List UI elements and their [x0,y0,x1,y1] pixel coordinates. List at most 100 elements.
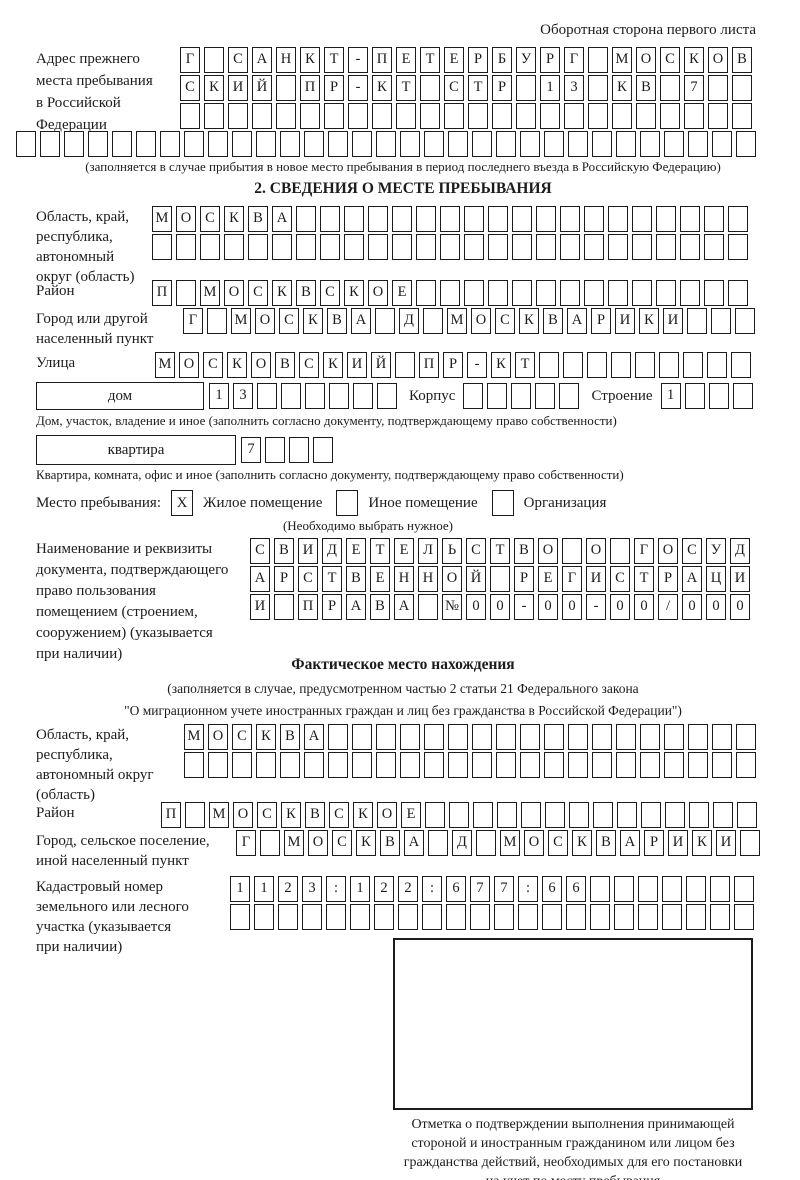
char-cell[interactable] [680,234,700,260]
char-cell[interactable]: Д [399,308,419,334]
char-cell[interactable] [400,131,420,157]
char-cell[interactable]: П [152,280,172,306]
char-cell[interactable]: Т [634,566,654,592]
char-cell[interactable]: В [296,280,316,306]
char-cell[interactable] [710,876,730,902]
char-cell[interactable]: И [250,594,270,620]
char-cell[interactable]: 0 [730,594,750,620]
char-cell[interactable]: С [232,724,252,750]
char-cell[interactable]: Р [514,566,534,592]
char-cell[interactable] [588,103,608,129]
char-cell[interactable] [559,383,580,409]
char-cell[interactable] [708,383,729,409]
char-cell[interactable] [687,308,707,334]
char-cell[interactable]: Т [420,47,440,73]
char-cell[interactable] [584,280,604,306]
char-cell[interactable] [185,802,205,828]
char-cell[interactable]: О [658,538,678,564]
char-cell[interactable] [562,538,582,564]
char-cell[interactable] [424,724,444,750]
char-cell[interactable]: О [524,830,544,856]
char-cell[interactable]: Й [371,352,391,378]
char-cell[interactable] [257,383,277,409]
char-cell[interactable] [395,352,415,378]
char-cell[interactable]: А [252,47,272,73]
char-cell[interactable] [638,904,658,930]
char-cell[interactable]: Г [564,47,584,73]
char-cell[interactable] [180,103,200,129]
char-cell[interactable]: 1 [540,75,560,101]
char-cell[interactable] [590,876,610,902]
char-cell[interactable]: Л [418,538,438,564]
char-cell[interactable]: С [180,75,200,101]
char-cell[interactable]: И [347,352,367,378]
char-cell[interactable] [732,103,752,129]
char-cell[interactable] [368,234,388,260]
char-cell[interactable] [544,752,564,778]
char-cell[interactable] [740,830,760,856]
char-cell[interactable] [660,103,680,129]
char-cell[interactable]: С [320,280,340,306]
char-cell[interactable] [490,566,510,592]
char-cell[interactable] [440,234,460,260]
char-cell[interactable]: Г [236,830,256,856]
char-cell[interactable] [520,131,540,157]
char-cell[interactable] [254,904,274,930]
char-cell[interactable]: Р [658,566,678,592]
char-cell[interactable]: О [208,724,228,750]
char-cell[interactable]: Е [346,538,366,564]
char-cell[interactable] [584,234,604,260]
char-cell[interactable] [659,352,679,378]
char-cell[interactable]: М [231,308,251,334]
char-cell[interactable] [252,103,272,129]
char-cell[interactable] [590,904,610,930]
char-cell[interactable]: К [612,75,632,101]
char-cell[interactable]: В [514,538,534,564]
char-cell[interactable] [276,103,296,129]
char-cell[interactable]: Г [183,308,203,334]
char-cell[interactable] [492,103,512,129]
char-cell[interactable] [472,752,492,778]
char-cell[interactable] [684,383,705,409]
char-cell[interactable] [662,876,682,902]
char-cell[interactable]: В [280,724,300,750]
char-cell[interactable] [712,131,732,157]
char-cell[interactable]: С [548,830,568,856]
char-cell[interactable]: М [209,802,229,828]
char-cell[interactable]: - [586,594,606,620]
char-cell[interactable] [641,802,661,828]
char-cell[interactable]: А [351,308,371,334]
char-cell[interactable] [592,724,612,750]
char-cell[interactable] [324,103,344,129]
char-cell[interactable]: 0 [538,594,558,620]
char-cell[interactable] [448,724,468,750]
char-cell[interactable] [344,234,364,260]
char-cell[interactable] [232,131,252,157]
char-cell[interactable]: О [377,802,397,828]
char-cell[interactable]: С [444,75,464,101]
char-cell[interactable] [640,131,660,157]
char-cell[interactable]: 6 [566,876,586,902]
char-cell[interactable] [280,131,300,157]
char-cell[interactable] [350,904,370,930]
char-cell[interactable]: С [257,802,277,828]
char-cell[interactable]: К [256,724,276,750]
char-cell[interactable]: 1 [209,383,229,409]
char-cell[interactable] [280,752,300,778]
char-cell[interactable]: Т [396,75,416,101]
char-cell[interactable] [375,308,395,334]
char-cell[interactable] [326,904,346,930]
char-cell[interactable] [476,830,496,856]
char-cell[interactable] [592,131,612,157]
char-cell[interactable] [296,234,316,260]
char-cell[interactable]: Р [468,47,488,73]
char-cell[interactable]: - [467,352,487,378]
char-cell[interactable]: / [658,594,678,620]
char-cell[interactable]: В [305,802,325,828]
char-cell[interactable]: К [572,830,592,856]
char-cell[interactable] [160,131,180,157]
char-cell[interactable] [392,206,412,232]
char-cell[interactable] [176,234,196,260]
char-cell[interactable] [735,308,755,334]
char-cell[interactable]: К [224,206,244,232]
